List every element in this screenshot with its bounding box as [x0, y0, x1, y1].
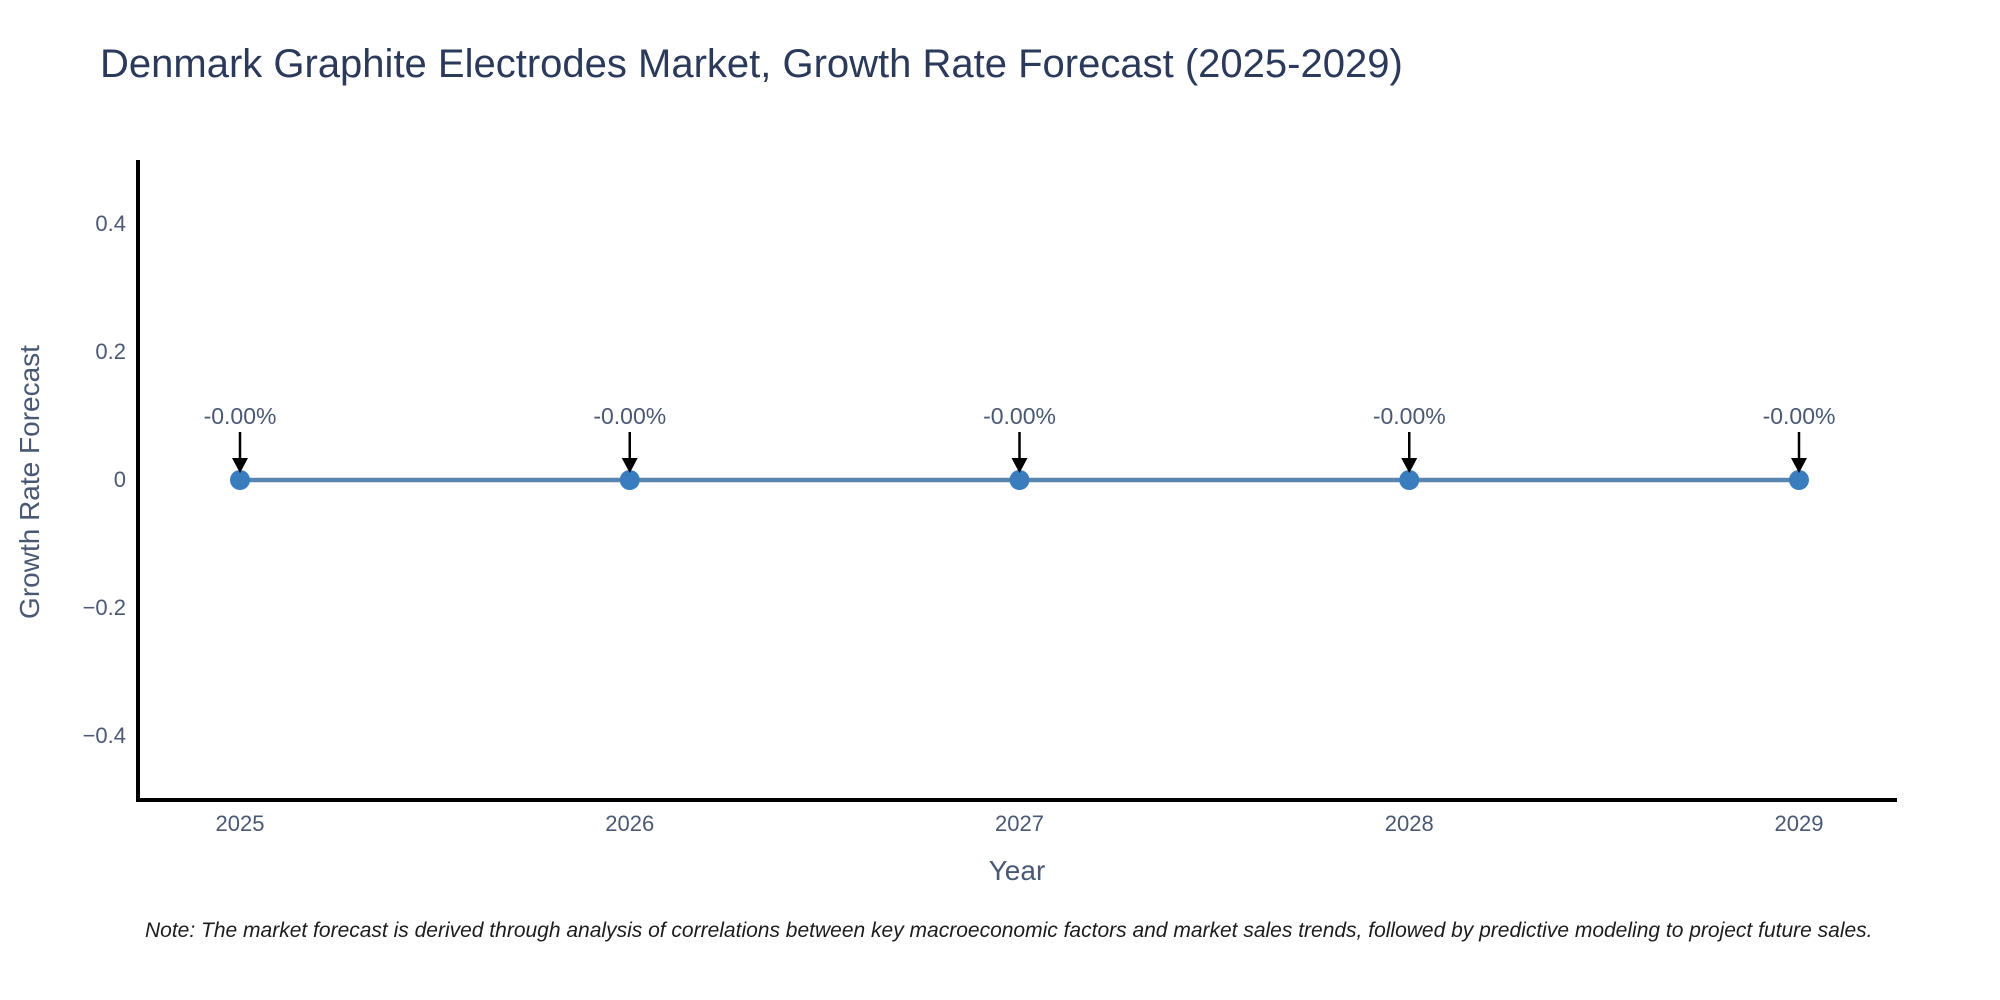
data-point-marker[interactable]: [1009, 470, 1030, 490]
x-tick-label: 2029: [1774, 811, 1824, 836]
annotation-arrowhead-icon: [1791, 458, 1807, 473]
chart-title: Denmark Graphite Electrodes Market, Grow…: [100, 42, 1403, 86]
y-tick-label: 0: [113, 467, 126, 492]
y-tick-label: 0.4: [95, 211, 126, 236]
x-tick-label: 2028: [1384, 811, 1434, 836]
footnote: Note: The market forecast is derived thr…: [145, 919, 1873, 942]
data-point-marker[interactable]: [619, 470, 640, 490]
point-annotation-label: -0.00%: [1372, 403, 1446, 429]
y-tick-label: −0.4: [82, 723, 126, 748]
y-tick-label: −0.2: [82, 595, 126, 620]
x-tick-label: 2025: [215, 811, 265, 836]
data-point-marker[interactable]: [1399, 470, 1420, 490]
data-point-marker[interactable]: [230, 470, 250, 490]
point-annotation-label: -0.00%: [1762, 403, 1836, 429]
annotation-arrowhead-icon: [1011, 458, 1028, 473]
point-annotation-label: -0.00%: [593, 403, 667, 429]
x-tick-label: 2026: [605, 811, 655, 836]
annotation-arrowhead-icon: [1401, 458, 1418, 473]
point-annotation-label: -0.00%: [983, 403, 1056, 429]
data-point-marker[interactable]: [1789, 470, 1809, 490]
point-annotation-label: -0.00%: [203, 403, 277, 429]
annotation-arrowhead-icon: [621, 458, 638, 473]
x-tick-label: 2027: [995, 811, 1044, 836]
y-tick-label: 0.2: [95, 339, 126, 364]
annotation-arrowhead-icon: [232, 458, 248, 473]
x-axis-title: Year: [988, 855, 1046, 886]
